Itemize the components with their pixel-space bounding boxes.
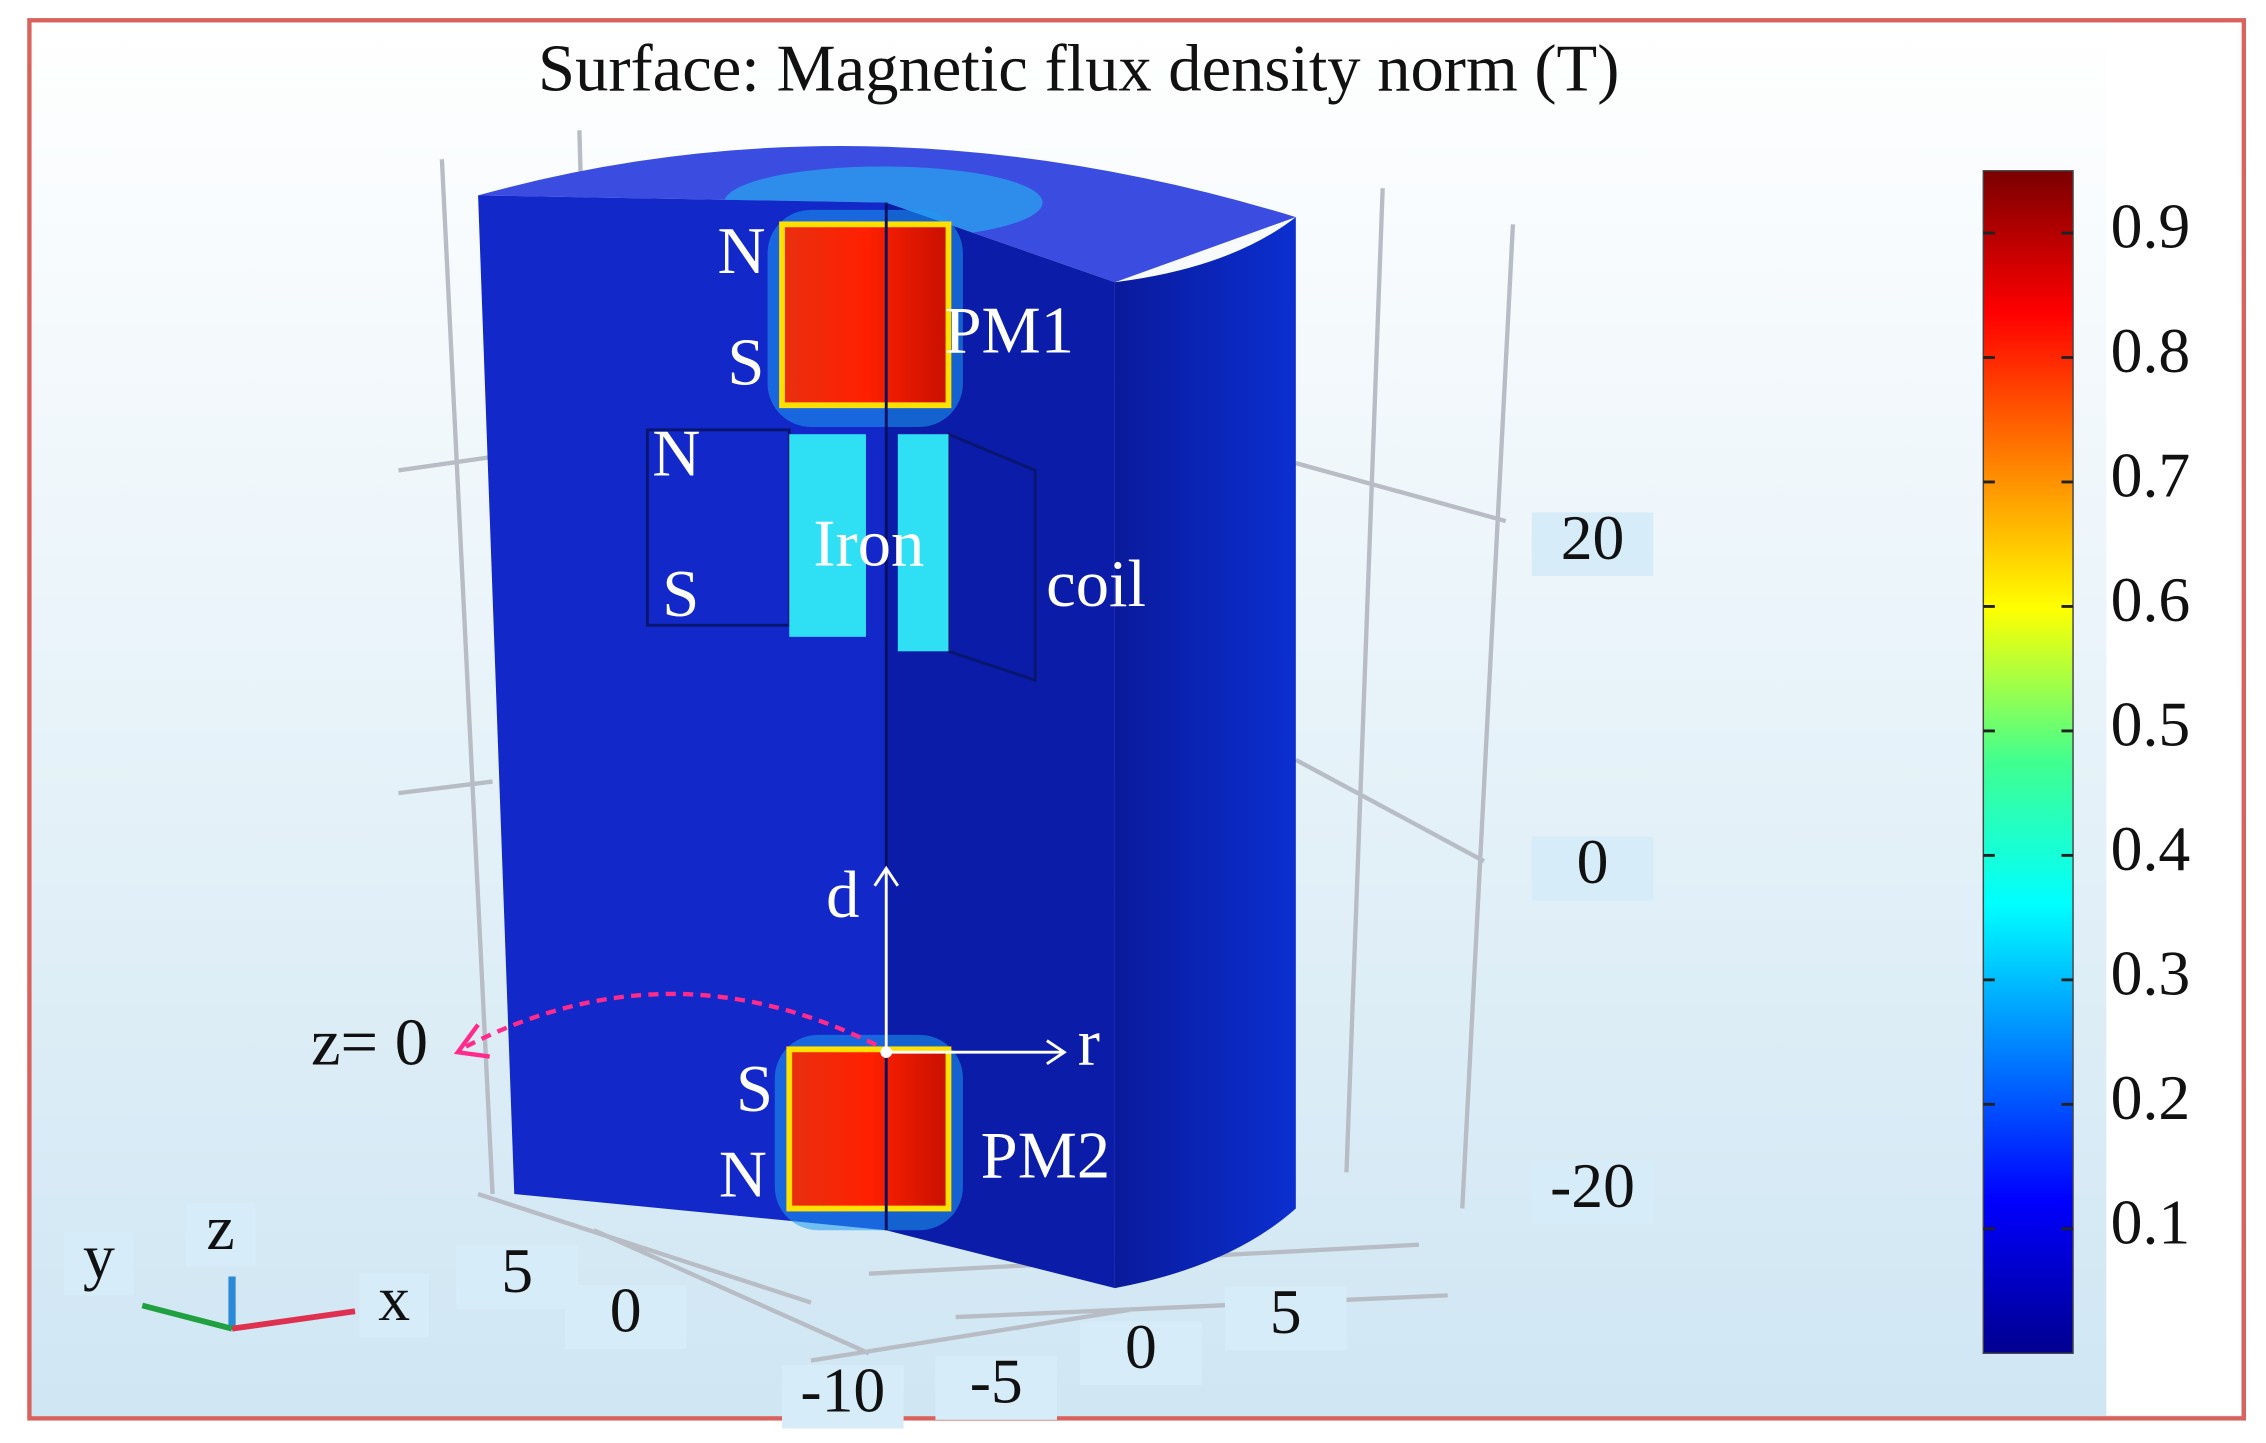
model bbox=[453, 146, 1296, 1289]
outer-face bbox=[1114, 217, 1296, 1289]
colorbar-tick-label: 0.4 bbox=[2111, 813, 2191, 884]
colorbar-tick-label: 0.9 bbox=[2111, 191, 2191, 262]
z-arc bbox=[459, 991, 878, 1052]
annotation: N bbox=[719, 1138, 767, 1211]
colorbar-tick-label: 0.2 bbox=[2111, 1062, 2191, 1133]
triad-label-bg bbox=[359, 1273, 429, 1338]
axis-tick-label: -10 bbox=[800, 1354, 885, 1425]
r-arrow-head bbox=[1046, 1039, 1067, 1066]
top-face bbox=[478, 146, 1296, 283]
axis-tick-label: 5 bbox=[1270, 1276, 1302, 1347]
annotation: PM2 bbox=[981, 1119, 1111, 1192]
colorbar-tick-label: 0.5 bbox=[2111, 689, 2191, 760]
colorbar-tick-label: 0.1 bbox=[2111, 1186, 2191, 1257]
annotation: z= 0 bbox=[311, 1007, 428, 1080]
origin bbox=[880, 1046, 893, 1059]
colorbar-tick-label: 0.3 bbox=[2111, 937, 2191, 1008]
axis-tick-label: 0 bbox=[1125, 1311, 1157, 1382]
pm2 bbox=[786, 1046, 952, 1212]
triad-label: y bbox=[83, 1221, 115, 1292]
axis-tick-label: 5 bbox=[501, 1235, 533, 1306]
triad-y bbox=[141, 1302, 233, 1332]
tick-label-bg bbox=[1224, 1286, 1347, 1351]
triad-label-bg bbox=[64, 1231, 134, 1296]
pm1 bbox=[779, 221, 952, 409]
tick-label-bg bbox=[564, 1285, 687, 1349]
annotation: S bbox=[736, 1053, 773, 1126]
title: Surface: Magnetic flux density norm (T) bbox=[538, 33, 1619, 106]
colorbar bbox=[1982, 170, 2074, 1354]
d-arrow-head bbox=[873, 865, 900, 887]
tick-label-bg bbox=[935, 1356, 1058, 1420]
annotation: d bbox=[826, 859, 859, 932]
tick-label-bg bbox=[1080, 1321, 1202, 1386]
colorbar-panel bbox=[2106, 23, 2241, 1416]
tick-label-bg bbox=[456, 1245, 578, 1310]
axis-tick-label: 20 bbox=[1561, 502, 1625, 573]
annotation: N bbox=[652, 418, 700, 491]
triad-x bbox=[231, 1308, 356, 1332]
iron-left bbox=[789, 434, 866, 637]
iron-right bbox=[897, 434, 949, 652]
annotation: r bbox=[1078, 1007, 1100, 1080]
annotation: coil bbox=[1046, 548, 1146, 621]
colorbar-tick-label: 0.8 bbox=[2111, 315, 2191, 386]
annotation: PM1 bbox=[945, 295, 1075, 368]
axis-tick-label: -20 bbox=[1550, 1150, 1635, 1221]
triad-label: z bbox=[206, 1192, 234, 1263]
annotation: Iron bbox=[813, 507, 924, 580]
tick-label-bg bbox=[782, 1364, 904, 1429]
triad bbox=[141, 1276, 356, 1332]
tick-label-bg bbox=[1531, 1160, 1654, 1225]
colorbar-tick-label: 0.6 bbox=[2111, 564, 2191, 635]
triad-label: x bbox=[378, 1263, 410, 1334]
annotation: N bbox=[717, 215, 765, 288]
annotation: S bbox=[727, 326, 764, 399]
axis-tick-label: 0 bbox=[610, 1275, 642, 1346]
tick-label-bg bbox=[1531, 836, 1654, 901]
axis-tick-label: -5 bbox=[970, 1346, 1023, 1417]
tick-label-bg bbox=[1531, 512, 1654, 577]
triad-label-bg bbox=[185, 1202, 256, 1267]
colorbar-tick-label: 0.7 bbox=[2111, 440, 2191, 511]
axis-tick-label: 0 bbox=[1577, 826, 1609, 897]
left-face bbox=[478, 195, 887, 1231]
annotation: S bbox=[662, 558, 699, 631]
z-arc-head bbox=[453, 1023, 490, 1059]
